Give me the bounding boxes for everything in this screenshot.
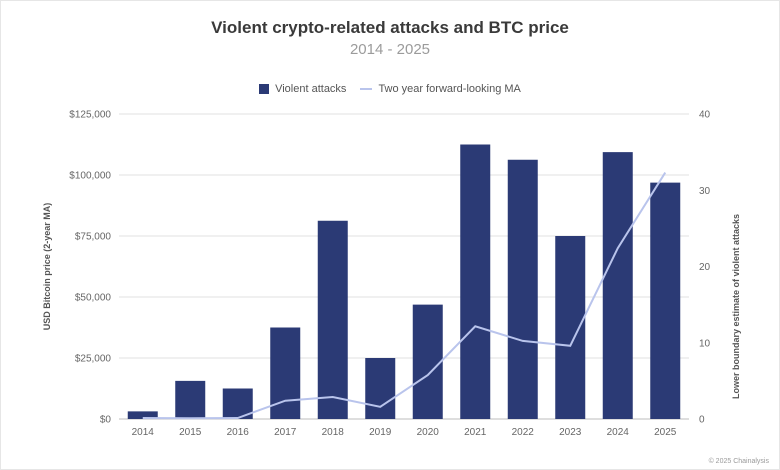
x-tick-label: 2022 bbox=[512, 427, 535, 438]
bar bbox=[650, 182, 681, 419]
x-tick-label: 2024 bbox=[607, 427, 630, 438]
legend-swatch-bar bbox=[259, 84, 270, 94]
y-tick-label-right: 30 bbox=[699, 186, 711, 197]
y-tick-label-right: 40 bbox=[699, 110, 711, 121]
bar bbox=[555, 236, 586, 419]
bar bbox=[507, 159, 538, 419]
y-tick-label-right: 20 bbox=[699, 262, 711, 273]
bar bbox=[127, 411, 158, 419]
bar bbox=[175, 380, 206, 419]
y-tick-label-right: 10 bbox=[699, 338, 711, 349]
legend-label-ma: Two year forward-looking MA bbox=[378, 83, 521, 95]
x-tick-label: 2016 bbox=[227, 427, 250, 438]
x-tick-label: 2020 bbox=[417, 427, 440, 438]
y-tick-label-left: $25,000 bbox=[75, 354, 112, 365]
chart-title: Violent crypto-related attacks and BTC p… bbox=[211, 18, 569, 37]
bar bbox=[365, 358, 396, 419]
y-tick-label-left: $0 bbox=[100, 415, 112, 426]
legend-item-attacks: Violent attacks bbox=[259, 83, 346, 95]
x-tick-label: 2015 bbox=[179, 427, 202, 438]
y-axis-title-right: Lower boundary estimate of violent attac… bbox=[731, 214, 741, 399]
x-tick-label: 2021 bbox=[464, 427, 487, 438]
chart-subtitle: 2014 - 2025 bbox=[349, 41, 431, 58]
bar bbox=[602, 152, 633, 419]
legend-label-attacks: Violent attacks bbox=[275, 83, 347, 95]
credit-text: © 2025 Chainalysis bbox=[708, 458, 769, 465]
x-tick-label: 2018 bbox=[322, 427, 345, 438]
x-tick-label: 2023 bbox=[559, 427, 582, 438]
y-tick-label-left: $100,000 bbox=[69, 171, 111, 182]
x-tick-label: 2017 bbox=[274, 427, 297, 438]
ma-line bbox=[142, 172, 667, 420]
x-tick-label: 2014 bbox=[132, 427, 155, 438]
y-tick-label-right: 0 bbox=[699, 415, 705, 426]
y-tick-label-left: $75,000 bbox=[75, 232, 112, 243]
x-tick-label: 2019 bbox=[369, 427, 392, 438]
bar bbox=[317, 220, 348, 419]
legend-item-ma: Two year forward-looking MA bbox=[360, 83, 521, 95]
legend-swatch-line bbox=[360, 88, 373, 90]
bar bbox=[460, 144, 491, 419]
bar bbox=[412, 304, 443, 419]
y-axis-title-left: USD Bitcoin price (2-year MA) bbox=[42, 203, 52, 331]
y-tick-label-left: $125,000 bbox=[69, 110, 111, 121]
legend: Violent attacks Two year forward-looking… bbox=[1, 83, 779, 95]
y-tick-label-left: $50,000 bbox=[75, 293, 112, 304]
x-tick-label: 2025 bbox=[654, 427, 677, 438]
